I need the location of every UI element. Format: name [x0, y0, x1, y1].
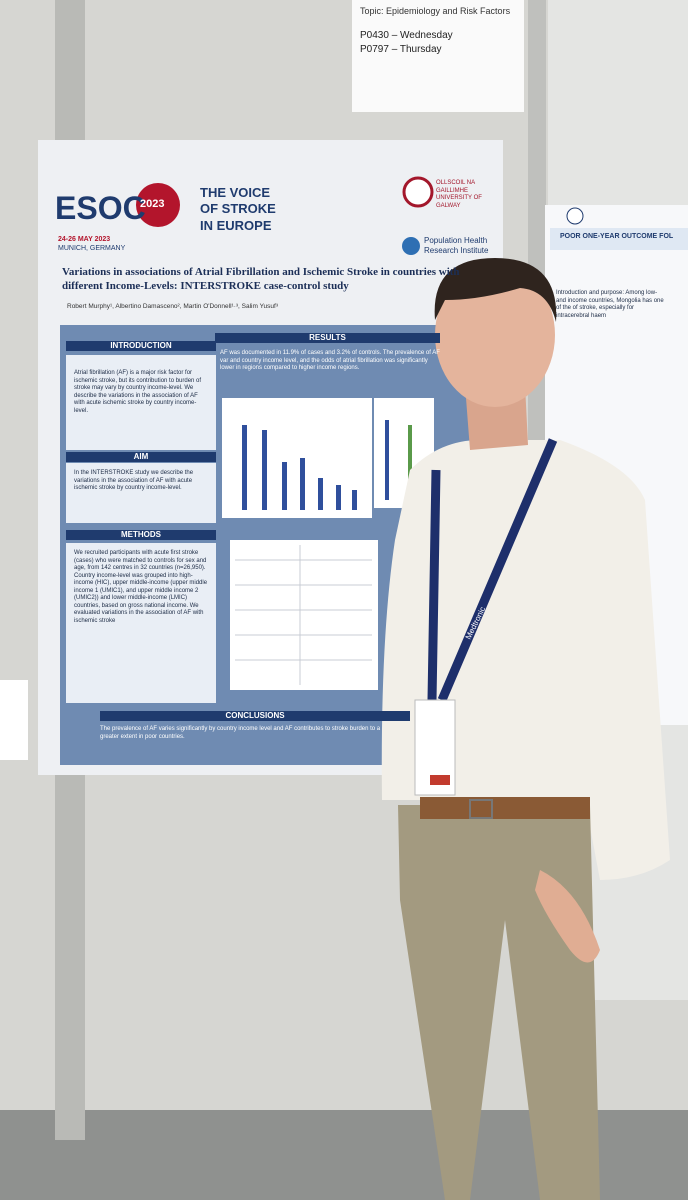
aim-box	[66, 463, 216, 523]
institute: Population Health Research Institute	[424, 236, 489, 255]
university: OLLSCOIL NA GAILLIMHE UNIVERSITY OF GALW…	[436, 180, 482, 209]
chart-bars	[242, 425, 357, 510]
section-text: In the INTERSTROKE study we describe the…	[74, 470, 194, 491]
esoc-circle	[136, 183, 180, 227]
phri-globe	[402, 237, 420, 255]
section-text: AF was documented in 11.9% of cases and …	[220, 350, 440, 371]
section-heading: RESULTS	[215, 333, 440, 343]
esoc-year: 2023	[140, 198, 165, 210]
neighbor-logo	[566, 207, 584, 225]
neighbor-header	[550, 228, 688, 250]
table-lines	[235, 545, 372, 685]
badge-flag	[430, 775, 450, 785]
section-text: We recruited participants with acute fir…	[74, 550, 208, 624]
neighbor-title: POOR ONE-YEAR OUTCOME FOL	[560, 233, 674, 240]
section-text: The prevalence of AF varies significantl…	[100, 726, 381, 740]
chart-bar	[408, 425, 412, 500]
section-heading: CONCLUSIONS	[100, 711, 410, 721]
section-heading: METHODS	[66, 530, 216, 540]
section-text: Atrial fibrillation (AF) is a major risk…	[74, 370, 202, 414]
sign-topic: Topic: Epidemiology and Risk Factors	[360, 6, 511, 16]
galway-crest	[402, 176, 434, 208]
poster-authors: Robert Murphy¹, Albertino Damasceno², Ma…	[67, 303, 279, 310]
intro-box	[66, 355, 216, 450]
poster-table	[230, 540, 378, 690]
chart-bar	[385, 420, 389, 500]
session: P0430 – Wednesday	[360, 30, 453, 41]
poster-title: Variations in associations of Atrial Fib…	[62, 266, 460, 292]
section-heading: AIM	[66, 452, 216, 462]
poster-place: MUNICH, GERMANY	[58, 245, 126, 252]
lanyard	[427, 438, 558, 702]
topic-sign	[352, 0, 524, 112]
left-poster-edge	[0, 680, 28, 760]
hand	[535, 870, 600, 963]
esoc-logo: ESOC	[55, 190, 146, 226]
poster-dates: 24-26 MAY 2023	[58, 236, 111, 243]
session: P0797 – Thursday	[360, 44, 442, 55]
belt-buckle	[469, 799, 493, 819]
section-heading: INTRODUCTION	[66, 341, 216, 351]
belt	[420, 797, 590, 819]
hair	[434, 258, 557, 322]
slogan: THE VOICE OF STROKE IN EUROPE	[200, 185, 276, 233]
neighbor-intro: Introduction and purpose: Among low- and…	[556, 290, 664, 319]
methods-box	[66, 543, 216, 703]
